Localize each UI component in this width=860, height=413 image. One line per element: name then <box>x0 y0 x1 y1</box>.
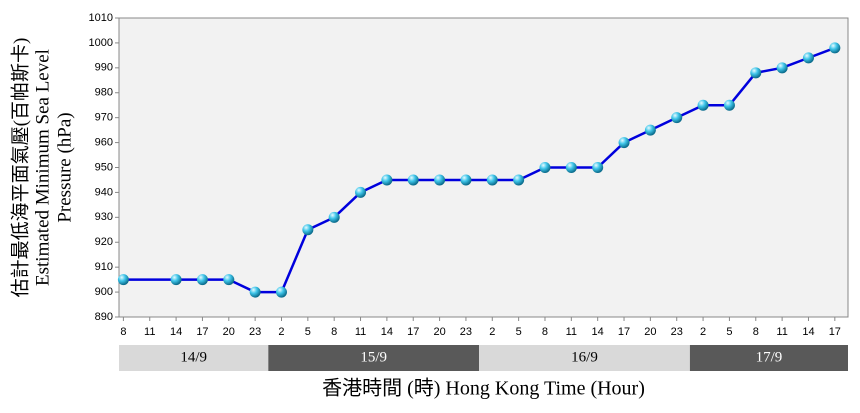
x-tick-label: 14 <box>802 326 814 338</box>
x-tick-label: 11 <box>144 326 155 338</box>
data-point <box>434 174 446 186</box>
y-tick-label: 930 <box>95 211 113 223</box>
y-axis-label: Pressure (hPa) <box>54 112 75 222</box>
data-point <box>223 274 235 286</box>
y-tick-label: 1010 <box>89 12 113 24</box>
date-band <box>268 345 480 371</box>
date-band <box>119 345 269 371</box>
data-point <box>196 274 208 286</box>
x-tick-label: 5 <box>305 326 311 338</box>
x-tick-label: 11 <box>566 326 577 338</box>
data-point <box>486 174 498 186</box>
data-point <box>355 186 367 198</box>
x-tick-label: 17 <box>407 326 419 338</box>
y-axis-label: Estimated Minimum Sea Level <box>32 49 53 286</box>
date-band-label: 15/9 <box>360 349 387 365</box>
x-tick-label: 5 <box>516 326 522 338</box>
data-point <box>381 174 393 186</box>
y-tick-label: 920 <box>95 236 113 248</box>
x-tick-label: 2 <box>489 326 495 338</box>
y-tick-label: 970 <box>95 112 113 124</box>
date-band-label: 16/9 <box>571 349 598 365</box>
x-tick-label: 8 <box>120 326 126 338</box>
x-tick-label: 20 <box>433 326 445 338</box>
date-band-label: 17/9 <box>756 349 783 365</box>
y-tick-label: 990 <box>95 62 113 74</box>
x-tick-label: 23 <box>460 326 472 338</box>
data-point <box>407 174 419 186</box>
x-tick-label: 14 <box>170 326 182 338</box>
x-tick-label: 20 <box>644 326 656 338</box>
data-point <box>170 274 182 286</box>
y-tick-label: 950 <box>95 161 113 173</box>
x-tick-label: 17 <box>829 326 841 338</box>
data-point <box>644 124 656 136</box>
date-band-label: 14/9 <box>180 349 207 365</box>
plot-area <box>118 17 849 318</box>
y-tick-label: 980 <box>95 87 113 99</box>
data-point <box>829 42 841 54</box>
x-tick-label: 20 <box>223 326 235 338</box>
data-point <box>776 62 788 74</box>
data-point <box>539 162 551 173</box>
y-tick-label: 940 <box>95 186 113 198</box>
data-point <box>618 137 630 149</box>
data-point <box>671 112 683 124</box>
data-point <box>697 99 709 111</box>
x-tick-label: 11 <box>776 326 787 338</box>
x-tick-label: 11 <box>355 326 366 338</box>
date-band <box>479 345 690 371</box>
data-point <box>802 52 814 64</box>
data-point <box>302 224 314 236</box>
x-tick-label: 14 <box>381 326 393 338</box>
x-tick-label: 23 <box>671 326 683 338</box>
data-point <box>513 174 525 186</box>
y-tick-label: 890 <box>95 311 113 323</box>
data-point <box>565 162 577 173</box>
data-point <box>117 274 129 286</box>
data-point <box>328 211 340 223</box>
x-tick-label: 23 <box>249 326 261 338</box>
x-tick-label: 17 <box>618 326 630 338</box>
x-axis-label: 香港時間 (時) Hong Kong Time (Hour) <box>322 377 645 400</box>
data-point <box>592 162 604 173</box>
data-point <box>275 286 287 298</box>
x-tick-label: 14 <box>592 326 604 338</box>
x-tick-label: 8 <box>753 326 759 338</box>
y-tick-label: 1000 <box>89 37 113 49</box>
y-tick-label: 910 <box>95 261 113 273</box>
x-tick-label: 17 <box>196 326 208 338</box>
data-point <box>460 174 472 186</box>
date-band <box>689 345 848 371</box>
y-axis-label: 估計最低海平面氣壓(百帕斯卡) <box>9 38 31 298</box>
x-tick-label: 2 <box>278 326 284 338</box>
data-point <box>249 286 261 298</box>
data-point <box>723 99 735 111</box>
x-tick-label: 2 <box>700 326 706 338</box>
y-tick-label: 960 <box>95 136 113 148</box>
data-point <box>750 67 762 79</box>
y-tick-label: 900 <box>95 286 113 298</box>
x-tick-label: 8 <box>331 326 337 338</box>
x-tick-label: 5 <box>726 326 732 338</box>
x-tick-label: 8 <box>542 326 548 338</box>
